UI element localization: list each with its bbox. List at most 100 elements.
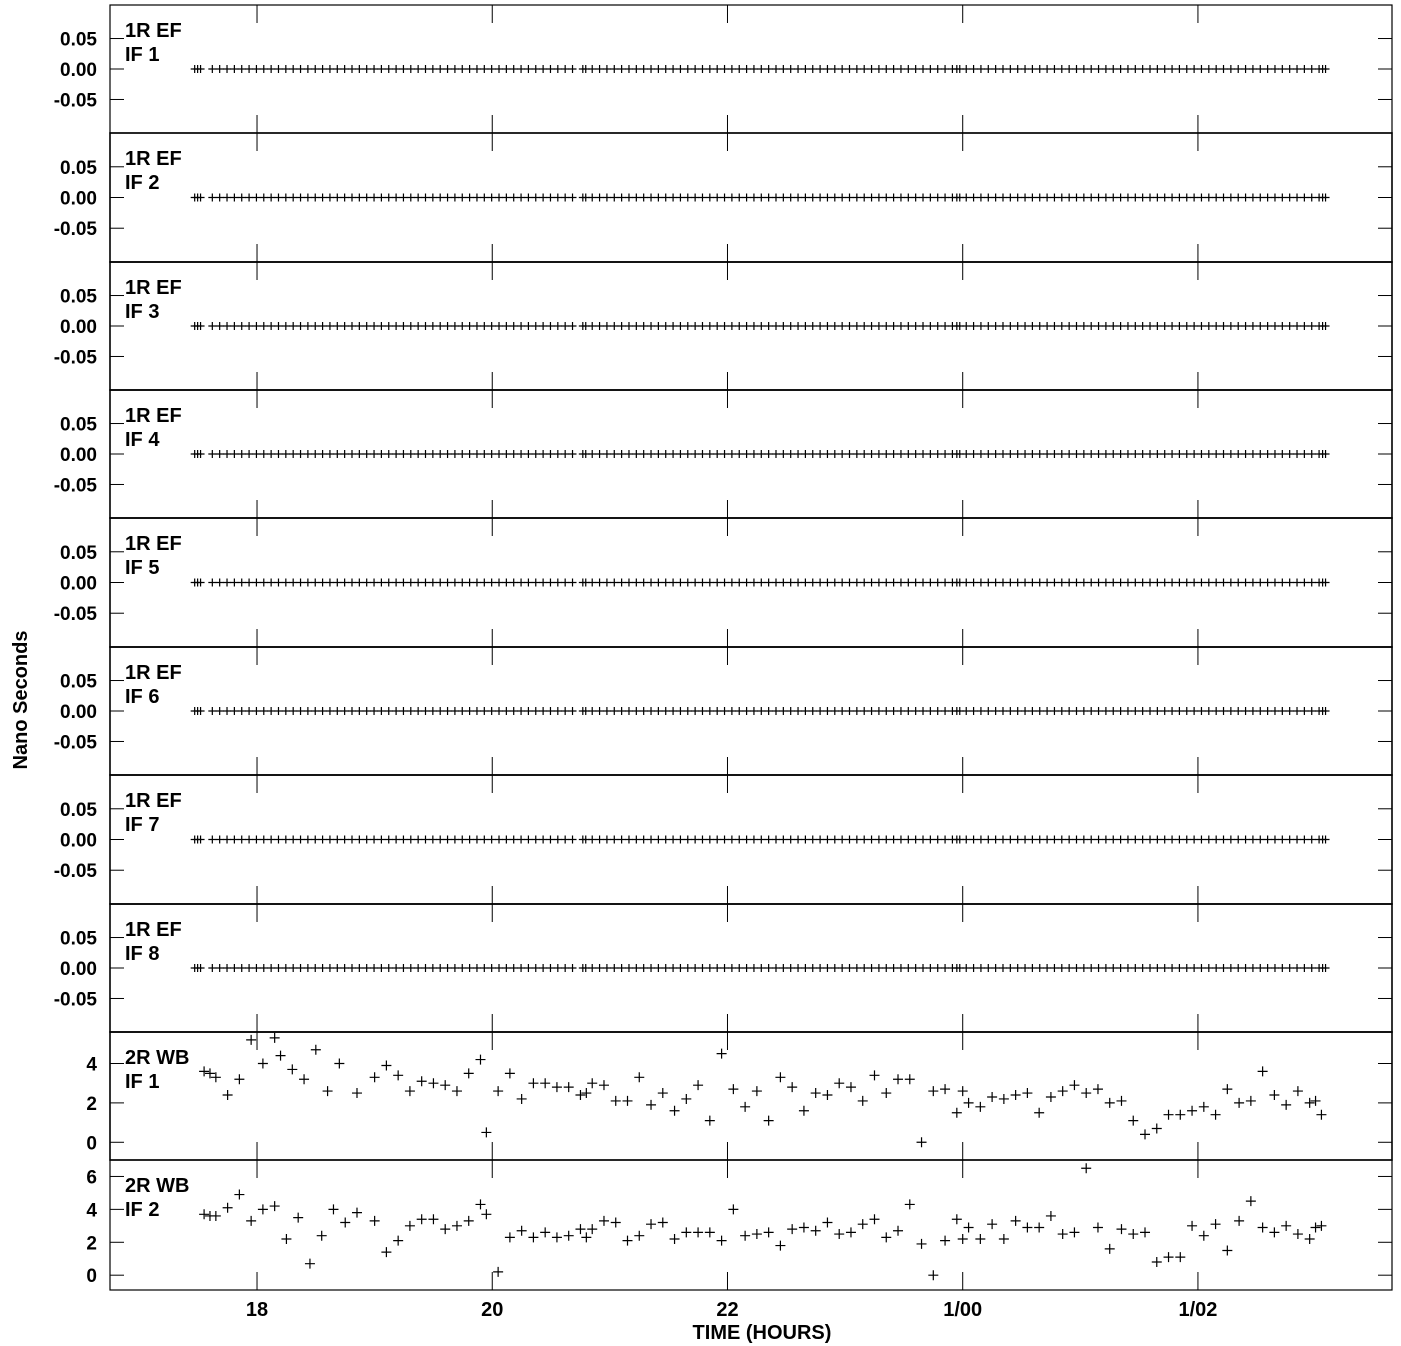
data-point bbox=[384, 964, 393, 972]
data-point bbox=[472, 578, 481, 587]
data-point bbox=[595, 322, 604, 330]
data-point bbox=[1160, 578, 1169, 587]
data-point bbox=[1212, 322, 1221, 330]
data-point bbox=[1245, 1095, 1256, 1106]
data-point bbox=[654, 964, 663, 972]
data-point bbox=[893, 1074, 904, 1085]
panel-label-baseline: 1R EF bbox=[125, 919, 182, 941]
data-point bbox=[370, 322, 379, 330]
data-point bbox=[517, 193, 526, 202]
data-point bbox=[393, 1070, 404, 1081]
data-point bbox=[568, 835, 577, 844]
data-point bbox=[860, 835, 869, 844]
data-point bbox=[355, 964, 364, 972]
data-point bbox=[1050, 322, 1059, 330]
data-point bbox=[838, 65, 847, 73]
data-point bbox=[683, 322, 692, 330]
data-point bbox=[472, 450, 481, 458]
data-point bbox=[421, 578, 430, 587]
data-point bbox=[1197, 578, 1206, 587]
data-point bbox=[787, 1082, 798, 1093]
data-point bbox=[465, 322, 474, 330]
data-point bbox=[509, 707, 518, 715]
data-point bbox=[370, 964, 379, 972]
data-point bbox=[904, 835, 913, 844]
data-point bbox=[911, 578, 920, 587]
data-point bbox=[299, 1074, 310, 1085]
data-point bbox=[779, 835, 788, 844]
data-point bbox=[325, 65, 334, 73]
data-point bbox=[705, 65, 714, 73]
data-point bbox=[681, 1093, 692, 1104]
data-point bbox=[1293, 707, 1302, 715]
data-point bbox=[495, 322, 504, 330]
data-point bbox=[1057, 322, 1066, 330]
data-point bbox=[384, 707, 393, 715]
data-point bbox=[610, 450, 619, 458]
data-point bbox=[223, 707, 232, 715]
data-point bbox=[230, 193, 239, 202]
data-point bbox=[509, 65, 518, 73]
data-point bbox=[757, 707, 766, 715]
data-point bbox=[1204, 707, 1213, 715]
data-point bbox=[465, 835, 474, 844]
data-point bbox=[735, 835, 744, 844]
data-point bbox=[487, 578, 496, 587]
data-point bbox=[1050, 578, 1059, 587]
data-point bbox=[553, 578, 562, 587]
data-point bbox=[823, 707, 832, 715]
data-point bbox=[1241, 450, 1250, 458]
data-point bbox=[274, 450, 283, 458]
data-point bbox=[1321, 707, 1330, 715]
x-axis-ticks: 18 20 22 1/00 1/02 bbox=[246, 1299, 1218, 1321]
data-point bbox=[735, 65, 744, 73]
data-point bbox=[1248, 193, 1257, 202]
data-point bbox=[852, 450, 861, 458]
data-point bbox=[1285, 578, 1294, 587]
data-point bbox=[575, 1224, 586, 1235]
data-point bbox=[639, 578, 648, 587]
data-point bbox=[984, 835, 993, 844]
data-point bbox=[998, 578, 1007, 587]
data-point bbox=[867, 193, 876, 202]
data-point bbox=[208, 578, 217, 587]
data-point bbox=[333, 193, 342, 202]
data-point bbox=[1175, 193, 1184, 202]
panel-label-if: IF 1 bbox=[125, 1071, 159, 1093]
y-tick-label: 2 bbox=[86, 1233, 97, 1254]
data-point bbox=[845, 1227, 856, 1238]
data-point bbox=[991, 964, 1000, 972]
data-point bbox=[1190, 964, 1199, 972]
data-point bbox=[969, 65, 978, 73]
data-point bbox=[259, 65, 268, 73]
data-point bbox=[1175, 450, 1184, 458]
data-point bbox=[926, 707, 935, 715]
data-point bbox=[1293, 322, 1302, 330]
data-point bbox=[1116, 322, 1125, 330]
data-point bbox=[1278, 964, 1287, 972]
data-point bbox=[393, 1235, 404, 1246]
data-point bbox=[392, 707, 401, 715]
data-point bbox=[568, 322, 577, 330]
data-point bbox=[976, 835, 985, 844]
data-point bbox=[1245, 1196, 1256, 1207]
data-point bbox=[1146, 964, 1155, 972]
data-point bbox=[1182, 964, 1191, 972]
data-point bbox=[480, 450, 489, 458]
data-point bbox=[962, 65, 971, 73]
data-point bbox=[399, 578, 408, 587]
data-point bbox=[1160, 322, 1169, 330]
data-point bbox=[311, 964, 320, 972]
data-point bbox=[845, 835, 854, 844]
data-point bbox=[428, 65, 437, 73]
data-point bbox=[384, 835, 393, 844]
data-point bbox=[691, 707, 700, 715]
data-point bbox=[624, 964, 633, 972]
data-point bbox=[801, 193, 810, 202]
data-point bbox=[857, 1219, 868, 1230]
data-point bbox=[325, 578, 334, 587]
data-point bbox=[987, 1219, 998, 1230]
data-point bbox=[691, 322, 700, 330]
data-point bbox=[546, 322, 555, 330]
data-point bbox=[406, 578, 415, 587]
